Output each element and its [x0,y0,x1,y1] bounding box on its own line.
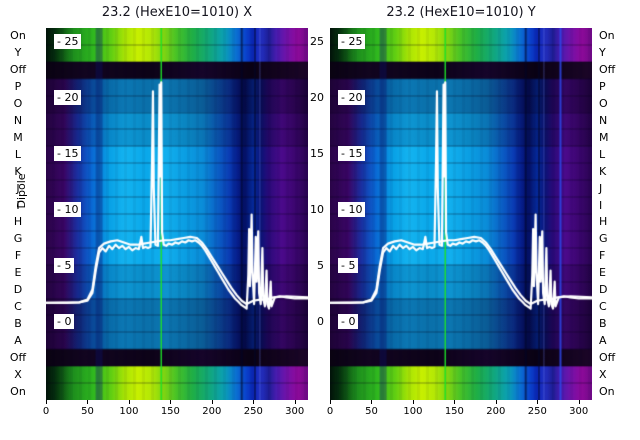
dipole-tick-label-left: P [14,80,22,94]
x-tick-mark-right [495,400,497,404]
dipole-tick-label-right: O [599,97,608,111]
heatmap-canvas-left [46,28,308,400]
x-tick-mark-right [454,400,456,404]
dipole-tick-label-right: G [599,232,608,246]
heatmap-canvas-right [330,28,592,400]
value-tick-label-inner-left: - 15 [54,146,82,161]
x-tick-label-right: 150 [444,406,464,417]
dipole-tick-label-left: E [14,266,22,280]
x-tick-label-left: 100 [119,406,139,417]
x-tick-mark-right [537,400,539,404]
x-tick-label-right: 250 [527,406,547,417]
dipole-tick-label-left: L [14,147,22,161]
x-tick-label-left: 200 [202,406,222,417]
value-tick-label-inner-left: - 10 [54,202,82,217]
x-tick-label-right: 50 [365,406,378,417]
value-tick-label-gap: 25 [310,35,324,48]
dipole-tick-label-left: C [14,300,22,313]
dipole-tick-label-right: N [599,114,608,127]
dipole-tick-label-left: K [14,164,22,178]
dipole-tick-label-left: N [13,114,23,127]
plot-title-right: 23.2 (HexE10=1010) Y [386,5,536,20]
x-tick-mark-left [128,400,130,404]
x-tick-mark-right [330,400,331,404]
value-tick-label-inner-left: - 20 [54,90,82,105]
dipole-tick-label-right: Y [599,46,606,60]
dipole-tick-label-left: J [16,181,20,195]
dipole-tick-label-right: J [599,181,603,195]
value-tick-label-inner-right: - 10 [338,202,366,217]
dipole-tick-label-right: D [599,283,608,297]
x-tick-mark-left [170,400,172,404]
x-tick-label-right: 100 [403,406,423,417]
dipole-tick-label-right: L [599,147,606,161]
dipole-tick-label-left: O [13,97,23,111]
dipole-tick-label-right: On [599,29,615,43]
dipole-tick-label-right: E [599,266,606,280]
dipole-tick-label-left: F [14,249,22,263]
dipole-tick-label-right: Off [599,350,616,364]
dipole-tick-label-left: M [13,130,23,144]
x-tick-label-right: 0 [326,406,334,417]
dipole-tick-label-left: I [16,198,20,212]
dipole-tick-label-left: A [14,333,22,347]
value-tick-label-inner-right: - 0 [338,314,359,329]
x-tick-label-left: 250 [243,406,263,417]
heatmap-plot-left [46,28,308,400]
dipole-tick-label-left: Y [14,46,22,60]
dipole-tick-label-right: C [599,300,607,313]
value-tick-label-inner-right: - 20 [338,90,366,105]
value-tick-label-inner-left: - 25 [54,34,82,49]
x-tick-label-left: 0 [42,406,50,417]
x-tick-label-left: 50 [81,406,94,417]
dipole-tick-label-right: On [599,384,615,398]
heatmap-plot-right [330,28,592,400]
value-tick-label-gap: 0 [317,315,324,328]
value-tick-label-inner-left: - 5 [54,258,75,273]
x-tick-label-left: 150 [160,406,180,417]
x-tick-mark-left [253,400,255,404]
dipole-tick-label-right: P [599,80,606,94]
dipole-tick-label-left: Off [9,63,27,77]
dipole-tick-label-right: Off [599,63,616,77]
value-tick-label-gap: 10 [310,203,324,216]
x-tick-label-right: 300 [569,406,589,417]
dipole-tick-label-left: On [10,384,26,398]
dipole-tick-label-right: A [599,333,607,347]
dipole-tick-label-right: F [599,249,606,263]
x-tick-mark-right [371,400,373,404]
dipole-tick-label-right: M [599,130,609,144]
plot-title-left: 23.2 (HexE10=1010) X [101,5,253,20]
x-tick-mark-left [211,400,213,404]
value-tick-label-inner-right: - 5 [338,258,359,273]
value-tick-label-inner-right: - 15 [338,146,366,161]
x-tick-mark-left [46,400,47,404]
value-tick-label-gap: 5 [317,259,324,272]
dipole-tick-label-left: Off [9,350,27,364]
value-tick-label-gap: 20 [310,91,324,104]
dipole-tick-label-left: X [14,367,22,381]
x-tick-mark-left [294,400,296,404]
dipole-tick-label-left: On [10,29,26,43]
dipole-tick-label-left: G [13,232,23,246]
x-tick-label-left: 300 [285,406,305,417]
x-tick-mark-right [578,400,580,404]
x-tick-mark-left [87,400,89,404]
dipole-tick-label-right: H [599,215,608,229]
dipole-tick-label-left: D [13,283,23,297]
dipole-tick-label-right: B [599,316,607,330]
value-tick-label-inner-left: - 0 [54,314,75,329]
dipole-tick-label-right: I [599,198,603,212]
value-tick-label-inner-right: - 25 [338,34,366,49]
dipole-tick-label-right: X [599,367,607,381]
dipole-tick-label-right: K [599,164,607,178]
dipole-tick-label-left: B [14,316,22,330]
dipole-tick-label-left: H [13,215,23,229]
x-tick-mark-right [412,400,414,404]
value-tick-label-gap: 15 [310,147,324,160]
x-tick-label-right: 200 [486,406,506,417]
